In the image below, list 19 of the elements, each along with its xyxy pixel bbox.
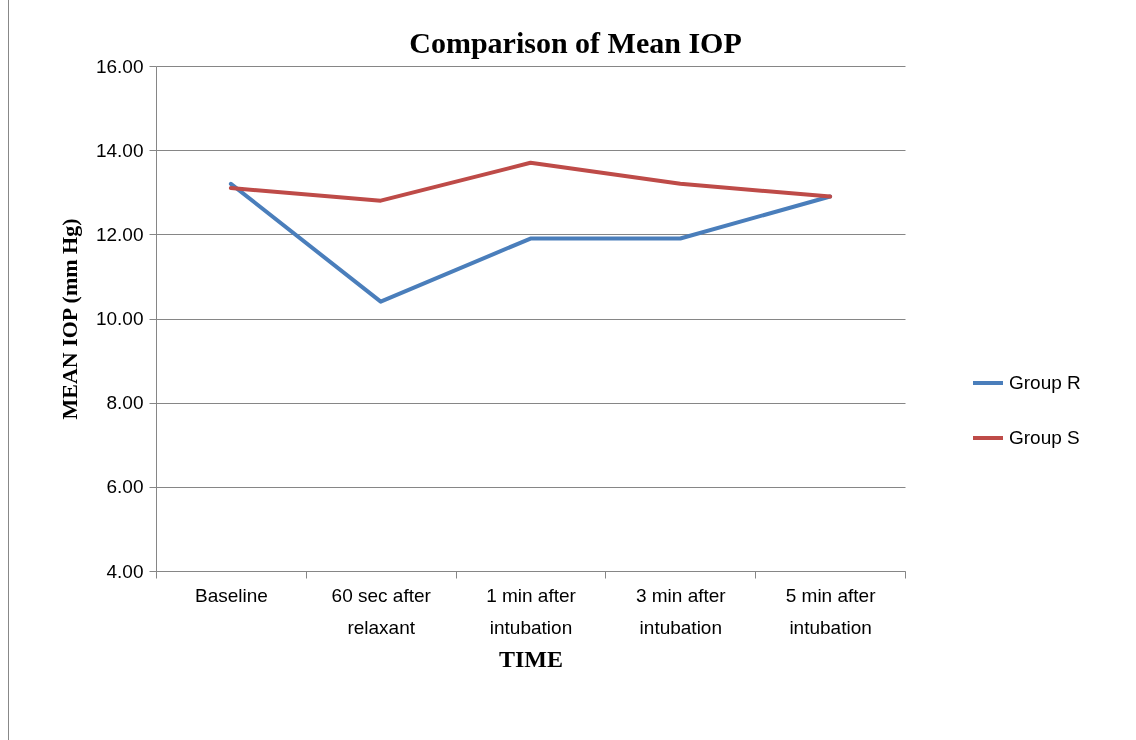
y-tick-label: 12.00 — [95, 223, 144, 245]
y-tick-label: 14.00 — [95, 139, 144, 161]
y-axis-title: MEAN IOP (mm Hg) — [56, 218, 82, 420]
legend-label: Group R — [1009, 372, 1081, 393]
x-axis-title: TIME — [498, 645, 564, 672]
legend-label: Group S — [1009, 427, 1080, 448]
y-tick-label: 10.00 — [95, 308, 144, 329]
x-tick-label: 60 sec after relaxant — [331, 584, 432, 638]
y-tick-label: 8.00 — [106, 392, 144, 414]
line-series — [228, 160, 833, 203]
x-tick-label: 5 min after intubation — [785, 584, 877, 638]
y-tick-label: 4.00 — [106, 560, 144, 582]
x-tick-label: 3 min after intubation — [635, 584, 727, 638]
y-tick-label: 16.00 — [95, 55, 144, 77]
y-tick-label: 6.00 — [106, 476, 144, 498]
x-tick-label: Baseline — [194, 584, 268, 606]
x-tick-label: 1 min after intubation — [486, 584, 577, 638]
line-series — [228, 181, 833, 304]
chart-title: Comparison of Mean IOP — [409, 26, 742, 59]
